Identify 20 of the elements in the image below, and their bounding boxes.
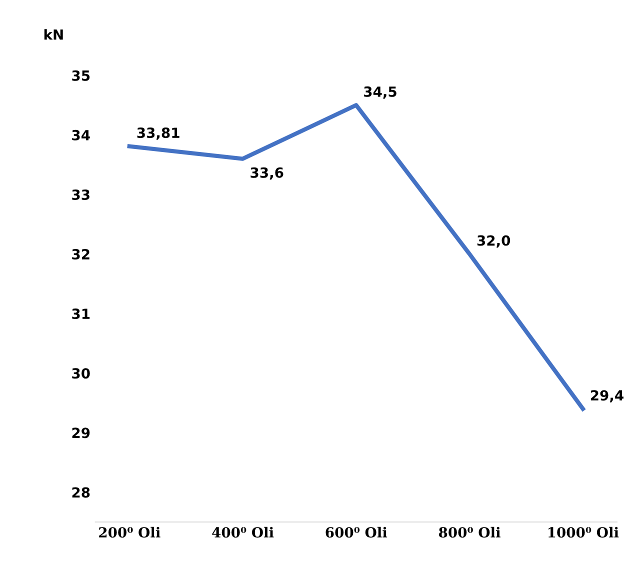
y-tick-label: 28 [72,487,90,498]
x-tick-label: 400⁰ Oli [212,526,274,538]
data-label: 32,0 [477,235,510,248]
data-label: 34,5 [364,86,396,99]
y-tick-label: 35 [72,70,90,81]
y-tick-label: 30 [72,368,90,379]
data-label: 33,81 [137,128,180,140]
y-tick-label: 29 [72,428,90,438]
y-tick-label: 33 [72,189,90,200]
line-series [127,103,585,411]
x-tick-label: 200⁰ Oli [99,526,160,538]
data-label: 33,6 [250,167,284,180]
x-tick-label: 800⁰ Oli [438,526,500,538]
y-tick-label: 34 [72,130,90,140]
data-label: 29,4 [590,390,624,402]
x-tick-label: 1000⁰ Oli [548,526,619,538]
y-tick-label: 32 [72,249,90,260]
y-axis-title: kN [44,29,63,40]
y-tick-label: 31 [72,308,90,320]
x-tick-label: 600⁰ Oli [326,526,388,538]
